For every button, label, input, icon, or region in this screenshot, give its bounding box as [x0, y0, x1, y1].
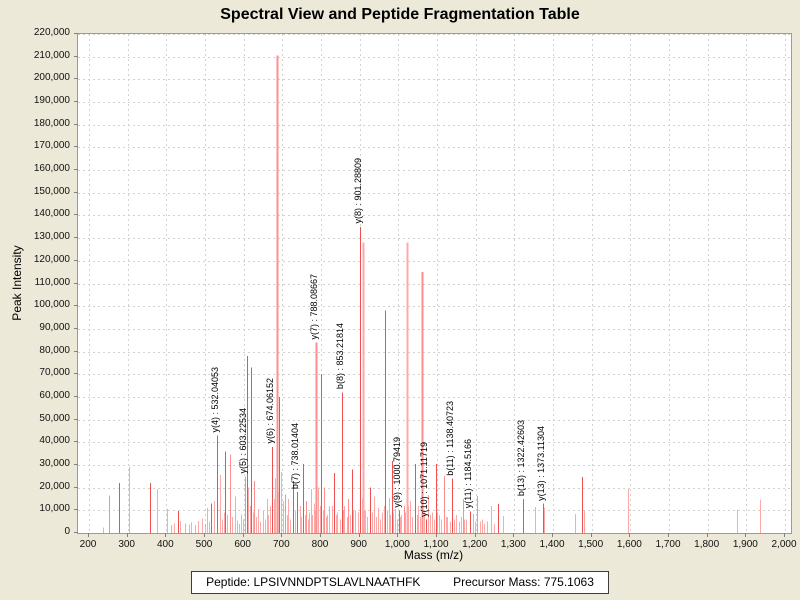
x-tick-mark	[165, 533, 166, 537]
y-tick-mark	[74, 487, 78, 488]
x-tick-label: 1,500	[578, 539, 604, 550]
x-tick-mark	[281, 533, 282, 537]
y-tick-mark	[74, 328, 78, 329]
y-tick-label: 150,000	[33, 185, 70, 197]
y-tick-mark	[74, 56, 78, 57]
y-tick-label: 190,000	[33, 95, 70, 107]
x-tick-label: 500	[195, 539, 213, 550]
y-tick-label: 220,000	[33, 27, 70, 38]
x-tick-label: 1,900	[732, 539, 758, 550]
y-tick-mark	[74, 214, 78, 215]
y-tick-mark	[74, 419, 78, 420]
peptide-sequence: LPSIVNNDPTSLAVLNAATHFK	[253, 575, 421, 589]
chart-title: Spectral View and Peptide Fragmentation …	[220, 6, 580, 23]
x-tick-mark	[591, 533, 592, 537]
y-tick-label: 100,000	[33, 299, 70, 311]
precursor-mass-label: Precursor Mass:	[453, 575, 541, 589]
x-tick-mark	[668, 533, 669, 537]
y-tick-label: 10,000	[39, 503, 70, 515]
x-tick-mark	[475, 533, 476, 537]
x-tick-label: 300	[118, 539, 135, 550]
x-tick-mark	[243, 533, 244, 537]
y-tick-mark	[74, 33, 78, 34]
x-tick-mark	[784, 533, 785, 537]
x-tick-mark	[513, 533, 514, 537]
x-tick-mark	[745, 533, 746, 537]
y-tick-mark	[74, 237, 78, 238]
y-tick-mark	[74, 373, 78, 374]
y-axis: 0 10,000 20,000 30,000 40,000 50,000 60,000 70,…	[0, 27, 78, 537]
y-tick-mark	[74, 283, 78, 284]
x-tick-label: 1,700	[655, 539, 681, 550]
x-tick-mark	[397, 533, 398, 537]
x-tick-mark	[552, 533, 553, 537]
y-tick-label: 0	[64, 526, 70, 537]
y-tick-label: 160,000	[33, 163, 70, 175]
y-tick-label: 20,000	[39, 480, 70, 492]
x-tick-label: 1,600	[616, 539, 642, 550]
y-tick-label: 200,000	[33, 72, 70, 84]
y-tick-label: 210,000	[33, 49, 70, 61]
x-tick-mark	[320, 533, 321, 537]
x-tick-label: 900	[350, 539, 367, 550]
y-tick-label: 130,000	[33, 231, 70, 243]
y-tick-label: 70,000	[39, 367, 70, 379]
y-tick-mark	[74, 305, 78, 306]
x-tick-label: 1,800	[694, 539, 720, 550]
y-tick-label: 40,000	[39, 435, 70, 447]
y-tick-mark	[74, 351, 78, 352]
y-tick-label: 30,000	[39, 457, 70, 469]
y-tick-label: 110,000	[34, 276, 70, 288]
x-tick-mark	[707, 533, 708, 537]
y-tick-mark	[74, 532, 78, 533]
x-tick-mark	[127, 533, 128, 537]
y-tick-mark	[74, 101, 78, 102]
y-tick-mark	[74, 169, 78, 170]
x-tick-label: 1,000	[384, 539, 410, 550]
y-tick-label: 80,000	[39, 344, 70, 356]
precursor-mass-value: 775.1063	[543, 575, 594, 589]
y-tick-label: 180,000	[33, 117, 70, 129]
y-tick-label: 50,000	[39, 412, 70, 424]
y-tick-label: 60,000	[39, 389, 70, 401]
x-tick-label: 600	[234, 539, 251, 550]
y-tick-mark	[74, 441, 78, 442]
y-tick-label: 170,000	[33, 140, 70, 152]
y-tick-mark	[74, 192, 78, 193]
x-tick-mark	[629, 533, 630, 537]
x-tick-label: 1,300	[500, 539, 526, 550]
x-tick-label: 2,000	[771, 539, 797, 550]
y-tick-label: 90,000	[39, 321, 70, 333]
y-tick-mark	[74, 260, 78, 261]
x-tick-label: 200	[79, 539, 97, 550]
x-axis: 200 300 400 500 600 700 800 900 1,000 1,100 1,200 1…	[77, 533, 797, 555]
y-tick-label: 120,000	[33, 253, 70, 265]
x-tick-mark	[204, 533, 205, 537]
x-tick-mark	[88, 533, 89, 537]
y-tick-mark	[74, 509, 78, 510]
x-tick-mark	[436, 533, 437, 537]
x-tick-mark	[359, 533, 360, 537]
y-tick-mark	[74, 124, 78, 125]
peptide-label: Peptide:	[206, 575, 251, 589]
x-tick-label: 1,100	[423, 539, 449, 550]
spectrum-plot-area[interactable]: y(4) : 532.04053 y(5) : 603.22534 y(6) : 6…	[77, 33, 792, 534]
x-tick-label: 1,400	[539, 539, 565, 550]
y-tick-mark	[74, 78, 78, 79]
x-tick-label: 700	[272, 539, 290, 550]
footer: Peptide: LPSIVNNDPTSLAVLNAATHFK Precurso…	[0, 571, 800, 594]
y-tick-label: 140,000	[33, 208, 70, 220]
y-tick-mark	[74, 396, 78, 397]
x-axis-title: Mass (m/z)	[403, 548, 464, 562]
y-tick-mark	[74, 464, 78, 465]
y-tick-mark	[74, 146, 78, 147]
x-tick-label: 400	[156, 539, 174, 550]
x-tick-label: 1,200	[462, 539, 488, 550]
peptide-info-box: Peptide: LPSIVNNDPTSLAVLNAATHFK Precurso…	[191, 571, 609, 594]
x-tick-label: 800	[311, 539, 329, 550]
spectrum-svg	[78, 34, 791, 533]
